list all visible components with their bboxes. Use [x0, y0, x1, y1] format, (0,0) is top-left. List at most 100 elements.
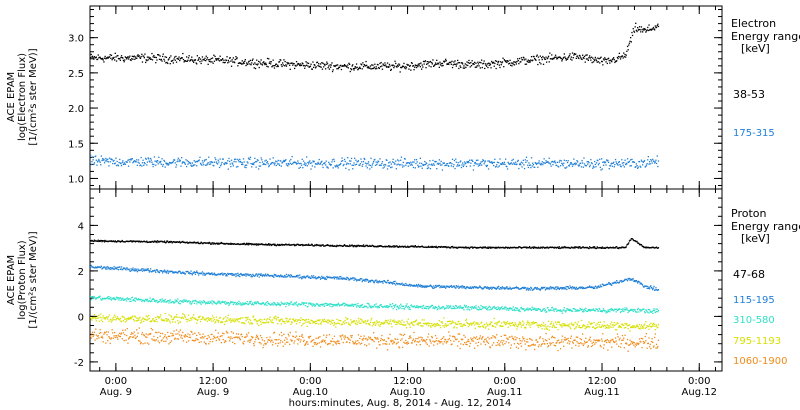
data-point	[606, 159, 608, 161]
data-point	[405, 304, 407, 307]
data-point	[93, 296, 96, 298]
data-point	[600, 169, 602, 171]
data-point	[627, 243, 629, 245]
data-point	[582, 54, 584, 56]
data-point	[253, 162, 255, 164]
data-point	[235, 56, 237, 58]
data-point	[655, 246, 658, 248]
data-point	[344, 160, 346, 163]
data-point	[258, 244, 260, 246]
data-point	[589, 166, 591, 168]
data-point	[366, 163, 368, 165]
data-point	[91, 296, 94, 298]
data-point	[337, 304, 339, 306]
data-point	[478, 286, 480, 288]
data-point	[119, 58, 121, 60]
data-point	[352, 277, 354, 279]
data-point	[626, 280, 629, 282]
data-point	[419, 157, 421, 159]
data-point	[217, 58, 219, 60]
data-point	[486, 287, 488, 289]
data-point	[163, 269, 166, 271]
data-point	[487, 287, 489, 290]
data-point	[242, 303, 245, 306]
data-point	[490, 67, 492, 69]
data-point	[389, 161, 391, 163]
data-point	[146, 241, 149, 244]
data-point	[199, 242, 202, 244]
data-point	[493, 65, 495, 67]
data-point	[395, 303, 397, 306]
data-point	[414, 305, 416, 307]
data-point	[345, 277, 347, 280]
data-point	[508, 309, 510, 311]
data-point	[501, 163, 503, 165]
data-point	[428, 306, 430, 308]
data-point	[651, 287, 653, 289]
data-point	[439, 64, 442, 66]
data-point	[609, 308, 612, 310]
data-point	[320, 277, 322, 279]
data-point	[201, 160, 204, 162]
data-point	[173, 58, 175, 60]
data-point	[288, 274, 290, 276]
data-point	[344, 65, 346, 67]
data-point	[645, 30, 648, 32]
data-point	[100, 239, 102, 242]
data-point	[394, 60, 396, 62]
data-point	[96, 266, 99, 268]
data-point	[592, 287, 595, 290]
data-point	[467, 62, 469, 64]
data-point	[142, 159, 144, 161]
y-tick-label: 4	[78, 221, 84, 232]
data-point	[522, 308, 524, 310]
data-point	[410, 245, 412, 247]
data-point	[91, 160, 93, 163]
data-point	[535, 246, 538, 249]
data-point	[503, 288, 505, 290]
data-point	[161, 298, 163, 300]
data-point	[200, 163, 202, 165]
data-point	[461, 164, 463, 166]
data-point	[135, 268, 137, 270]
y-tick-label: 2.5	[68, 69, 84, 80]
data-point	[385, 164, 387, 166]
data-point	[185, 299, 187, 301]
data-point	[364, 305, 366, 307]
data-point	[220, 301, 222, 303]
electron-ylabel-line1: ACE EPAM	[6, 72, 17, 122]
data-point	[556, 288, 559, 290]
electron-plot-frame	[89, 5, 723, 190]
data-point	[352, 64, 354, 66]
data-point	[108, 56, 111, 58]
data-point	[407, 245, 409, 247]
data-point	[490, 161, 492, 164]
data-point	[301, 243, 303, 246]
data-point	[143, 270, 145, 272]
data-point	[561, 312, 564, 314]
data-point	[638, 311, 640, 313]
data-point	[183, 272, 185, 274]
data-point	[652, 26, 655, 29]
data-point	[218, 60, 221, 62]
data-point	[442, 162, 444, 164]
data-point	[507, 60, 509, 62]
data-point	[122, 57, 124, 59]
data-point	[259, 274, 262, 276]
data-point	[96, 161, 99, 163]
data-point	[566, 58, 568, 60]
data-point	[557, 246, 559, 248]
data-point	[242, 63, 244, 65]
data-point	[136, 320, 138, 322]
data-point	[470, 308, 473, 310]
data-point	[350, 305, 353, 307]
data-point	[582, 311, 584, 313]
data-point	[648, 286, 650, 289]
data-point	[426, 246, 428, 249]
data-point	[160, 163, 162, 165]
data-point	[261, 161, 264, 163]
data-point	[597, 310, 600, 312]
data-point	[463, 286, 466, 288]
data-point	[131, 158, 133, 160]
data-point	[141, 268, 143, 270]
